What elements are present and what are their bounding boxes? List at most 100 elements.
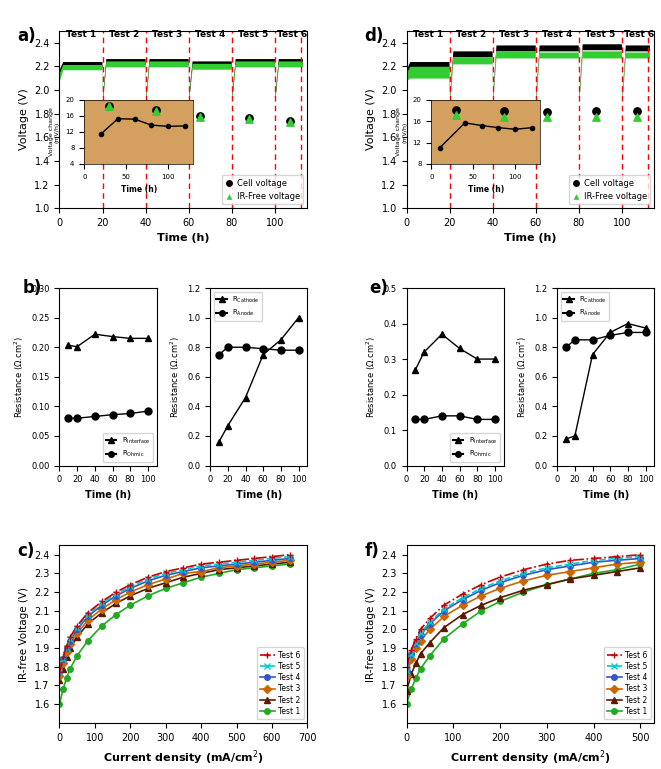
Test 6 [56,667,63,677]
Point [194,110,205,122]
X-axis label: Time (h): Time (h) [235,490,282,500]
Line: Test 5: Test 5 [404,554,643,674]
Test 6 [84,608,92,618]
Test 5 [403,666,410,675]
Text: Test 5: Test 5 [239,30,268,39]
Test 6 [440,601,448,610]
Point [498,105,509,118]
Test 2 [496,593,504,602]
Test 6 [112,588,120,597]
Test 3 [496,584,504,593]
Test 2 [63,653,71,662]
Test 4 [477,586,485,595]
Test 5 [215,560,223,569]
Test 5 [496,576,504,585]
Test 1 [566,574,574,584]
Test 5 [286,552,293,561]
Test 3 [613,560,621,569]
Test 6 [496,573,504,582]
Test 2 [162,578,170,588]
Test 4 [416,631,424,640]
Test 5 [73,623,81,632]
Test 4 [543,565,551,574]
Y-axis label: Resistance ($\Omega$.cm$^2$): Resistance ($\Omega$.cm$^2$) [13,336,26,418]
Line: Test 3: Test 3 [57,558,292,679]
Point [541,106,552,118]
Line: Test 1: Test 1 [404,561,643,707]
Test 3 [162,574,170,584]
Test 1 [162,584,170,593]
Test 6 [426,614,434,623]
Y-axis label: IR-free voltage (V): IR-free voltage (V) [366,587,375,681]
Test 6 [613,552,621,561]
Y-axis label: Resistance ($\Omega$.cm$^2$): Resistance ($\Omega$.cm$^2$) [516,336,529,418]
Legend: R$_\mathrm{Cathode}$, R$_\mathrm{Anode}$: R$_\mathrm{Cathode}$, R$_\mathrm{Anode}$ [561,291,609,321]
Test 5 [197,561,205,571]
Test 2 [637,563,644,572]
Test 4 [215,561,223,571]
Test 5 [59,654,67,664]
Test 6 [73,621,81,631]
Test 1 [66,664,74,674]
Test 4 [637,554,644,563]
Test 3 [59,658,67,667]
Test 5 [412,638,420,647]
Test 2 [459,610,467,619]
Test 3 [590,563,598,572]
Test 4 [59,654,67,664]
Test 6 [412,634,420,644]
Line: Test 5: Test 5 [57,554,292,675]
Legend: Test 6, Test 5, Test 4, Test 3, Test 2, Test 1: Test 6, Test 5, Test 4, Test 3, Test 2, … [256,647,303,719]
Point [285,115,295,127]
Test 3 [112,595,120,604]
Test 6 [98,597,106,606]
Test 2 [73,632,81,641]
Point [591,105,602,118]
Test 5 [590,556,598,565]
Test 4 [251,558,258,567]
Test 4 [179,567,187,576]
Test 2 [477,601,485,610]
Test 5 [426,618,434,627]
Test 3 [412,644,420,653]
Test 1 [440,634,448,644]
X-axis label: Time (h): Time (h) [85,490,132,500]
Test 3 [251,560,258,569]
Test 5 [162,569,170,578]
Line: Test 1: Test 1 [57,561,292,707]
Text: d): d) [364,27,384,45]
Y-axis label: IR-free Voltage (V): IR-free Voltage (V) [19,587,28,681]
Test 6 [566,556,574,565]
Point [451,104,461,116]
Test 2 [403,687,410,696]
Test 1 [403,700,410,709]
Test 6 [520,565,527,574]
Y-axis label: Resistance ($\Omega$.cm$^2$): Resistance ($\Omega$.cm$^2$) [169,336,182,418]
Test 6 [590,554,598,563]
Text: Test 4: Test 4 [542,30,572,39]
Test 6 [162,567,170,576]
Test 6 [66,632,74,641]
Test 6 [637,550,644,559]
Legend: Test 6, Test 5, Test 4, Test 3, Test 2, Test 1: Test 6, Test 5, Test 4, Test 3, Test 2, … [603,647,650,719]
Line: Test 2: Test 2 [57,559,292,683]
Point [151,105,162,118]
Test 3 [566,567,574,576]
Test 3 [73,628,81,638]
Test 2 [197,569,205,578]
Text: a): a) [17,27,36,45]
Test 1 [215,569,223,578]
Test 4 [613,556,621,565]
Test 3 [416,636,424,645]
Test 6 [59,653,67,662]
Test 1 [56,700,63,709]
Test 5 [477,584,485,593]
Test 2 [215,565,223,574]
Test 4 [426,619,434,628]
Test 5 [543,563,551,572]
Test 3 [233,561,241,571]
Test 2 [440,623,448,632]
Point [498,111,509,123]
Test 1 [459,619,467,628]
Test 4 [162,571,170,580]
